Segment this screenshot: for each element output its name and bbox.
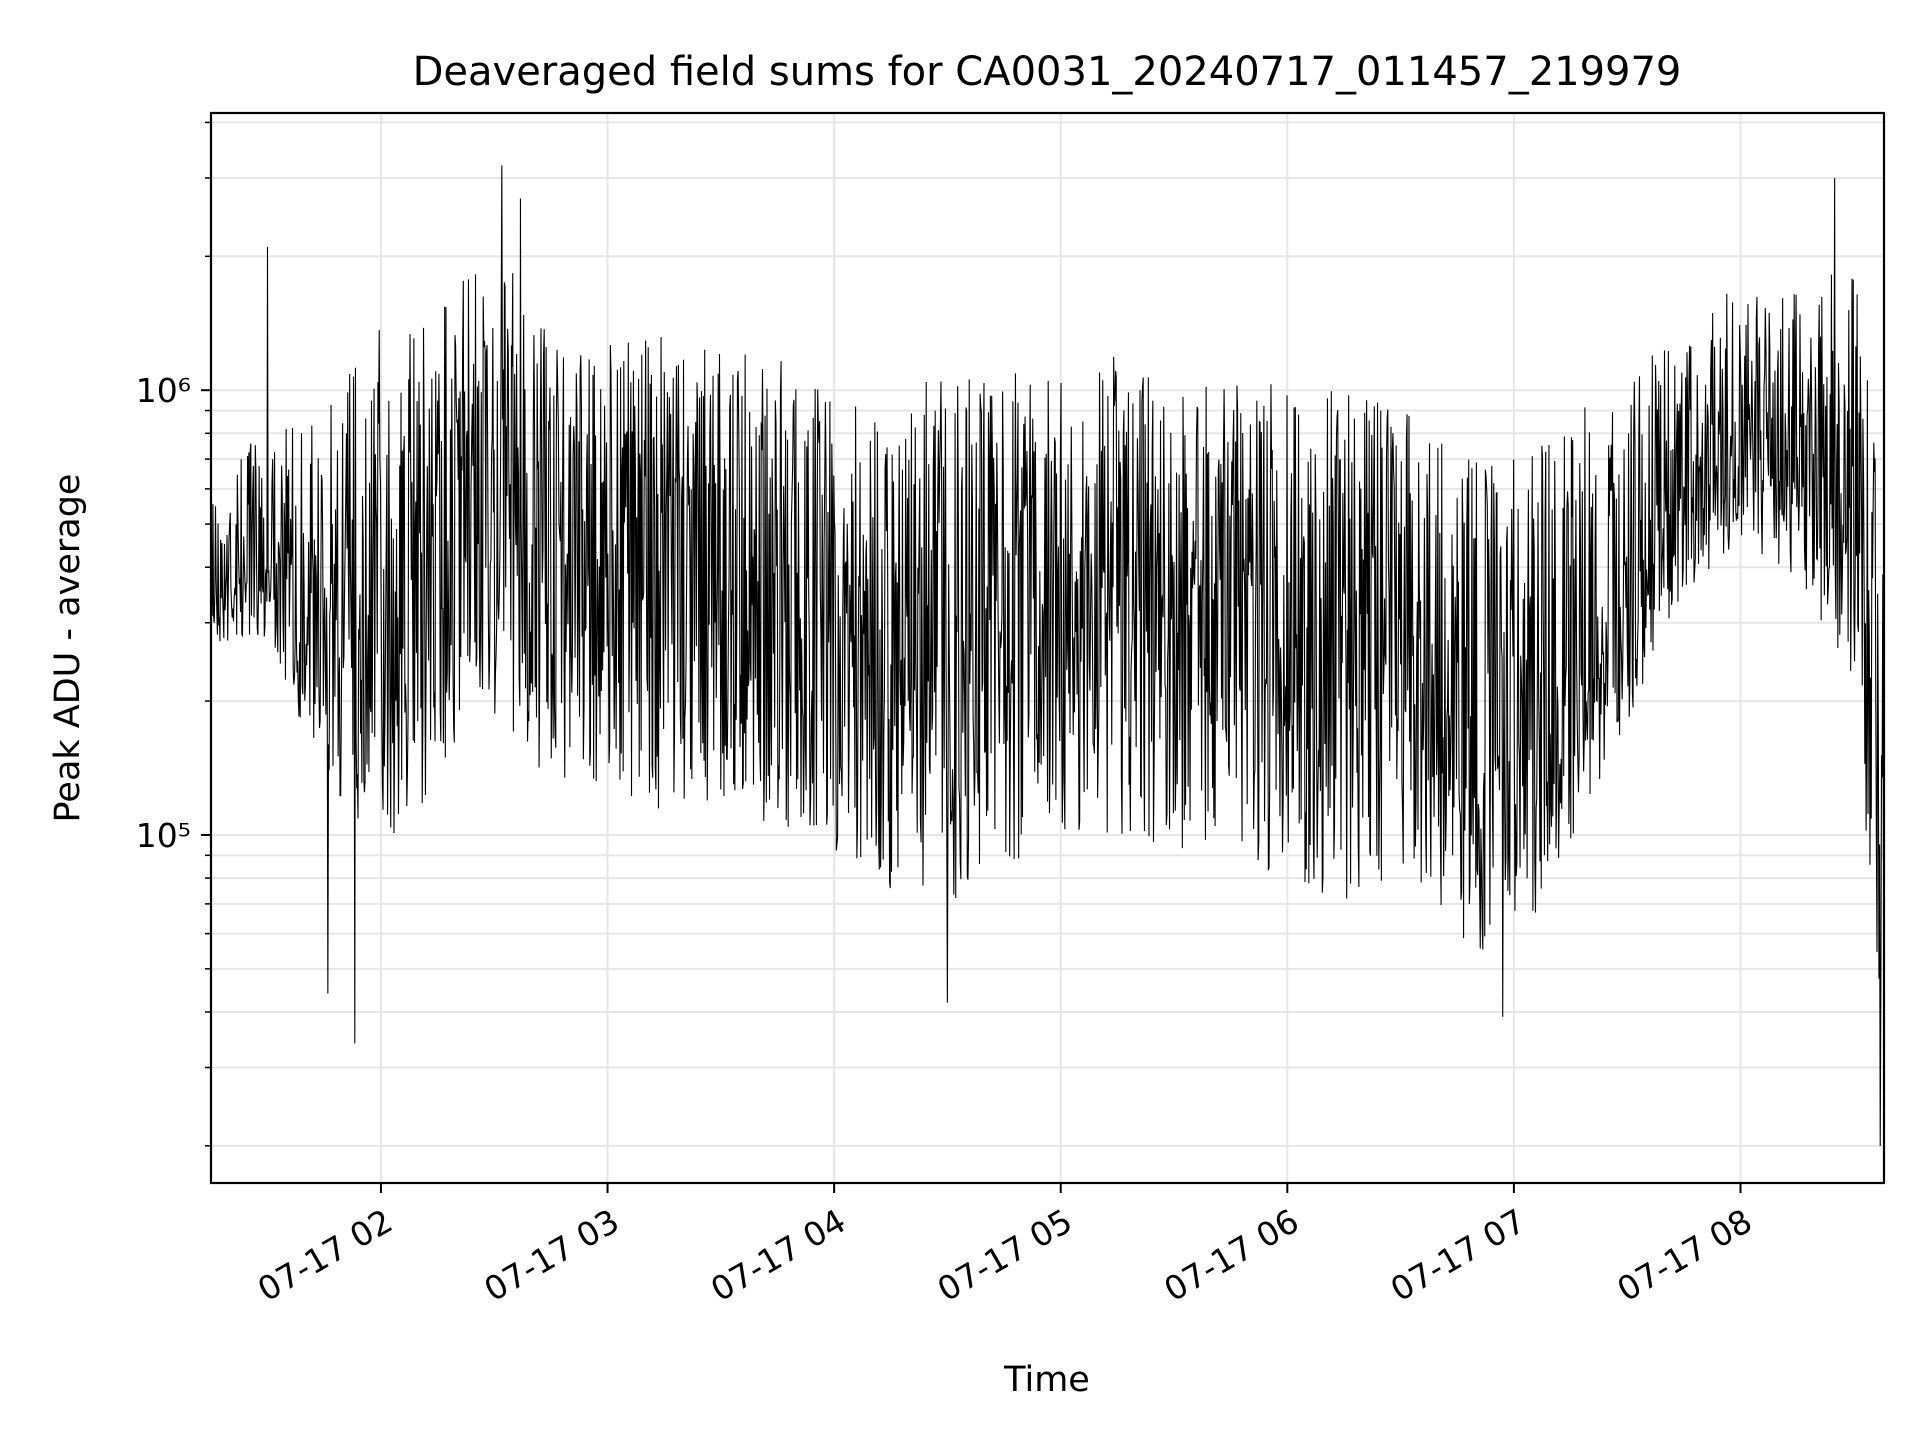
y-axis-label: Peak ADU - average — [48, 474, 88, 823]
x-axis-label: Time — [1003, 1360, 1090, 1400]
data-layer — [210, 165, 1884, 1146]
series-line — [210, 165, 1884, 1146]
y-tick-label: 10⁶ — [136, 371, 191, 410]
chart-title: Deaveraged field sums for CA0031_2024071… — [413, 49, 1682, 95]
y-tick-label: 10⁵ — [136, 816, 191, 855]
axes-frame — [209, 111, 1886, 1185]
